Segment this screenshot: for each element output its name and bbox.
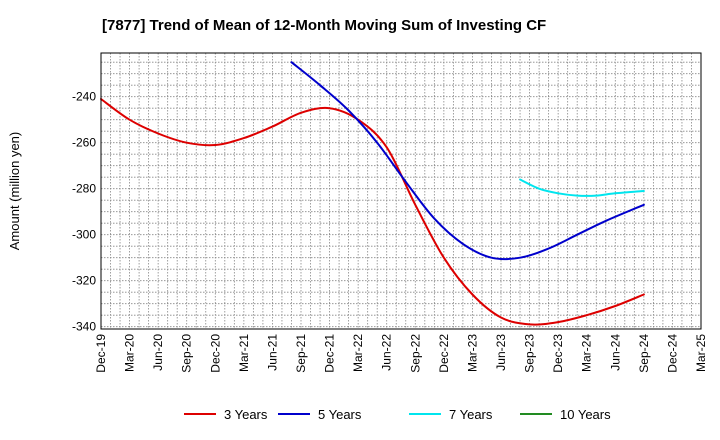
x-tick-label: Mar-21	[237, 334, 251, 372]
legend-label-10-years: 10 Years	[560, 407, 611, 422]
x-tick-label: Jun-23	[494, 334, 508, 371]
y-tick-label: -320	[72, 274, 96, 288]
series-lines	[100, 61, 645, 326]
series-line-5-years	[290, 61, 645, 261]
plot-area	[101, 53, 701, 329]
x-tick-label: Mar-24	[580, 334, 594, 372]
legend-label-7-years: 7 Years	[449, 407, 493, 422]
y-tick-label: -240	[72, 90, 96, 104]
legend-label-5-years: 5 Years	[318, 407, 362, 422]
x-tick-label: Mar-23	[465, 334, 479, 372]
x-tick-label: Mar-25	[694, 334, 708, 372]
x-tick-label: Dec-19	[94, 334, 108, 373]
x-tick-label: Dec-21	[323, 334, 337, 373]
chart-title: [7877] Trend of Mean of 12-Month Moving …	[102, 17, 546, 34]
legend-label-3-years: 3 Years	[224, 407, 268, 422]
x-tick-label: Dec-22	[437, 334, 451, 373]
y-tick-label: -340	[72, 320, 96, 334]
x-tick-labels: Dec-19 Mar-20 Jun-20 Sep-20 Dec-20 Mar-21 Jun-…	[94, 334, 708, 373]
y-tick-label: -260	[72, 136, 96, 150]
x-tick-label: Jun-24	[608, 334, 622, 371]
x-tick-label: Sep-20	[180, 334, 194, 373]
x-tick-label: Jun-22	[380, 334, 394, 371]
y-tick-label: -280	[72, 182, 96, 196]
series-line-3-years	[100, 98, 645, 326]
series-line-7-years	[519, 178, 645, 197]
y-axis-label: Amount (million yen)	[7, 132, 22, 251]
x-tick-label: Dec-20	[208, 334, 222, 373]
plot-frame	[100, 52, 702, 330]
x-tick-label: Sep-21	[294, 334, 308, 373]
x-tick-label: Sep-24	[637, 334, 651, 373]
x-tick-label: Mar-20	[123, 334, 137, 372]
x-tick-label: Sep-22	[408, 334, 422, 373]
x-tick-label: Dec-24	[665, 334, 679, 373]
x-tick-label: Mar-22	[351, 334, 365, 372]
x-tick-label: Jun-20	[151, 334, 165, 371]
y-tick-labels: -240 -260 -280 -300 -320 -340	[72, 90, 96, 334]
y-tick-label: -300	[72, 228, 96, 242]
legend: 3 Years 5 Years 7 Years 10 Years	[184, 407, 611, 422]
x-tick-label: Dec-23	[551, 334, 565, 373]
x-tick-label: Jun-21	[265, 334, 279, 371]
x-tick-label: Sep-23	[523, 334, 537, 373]
